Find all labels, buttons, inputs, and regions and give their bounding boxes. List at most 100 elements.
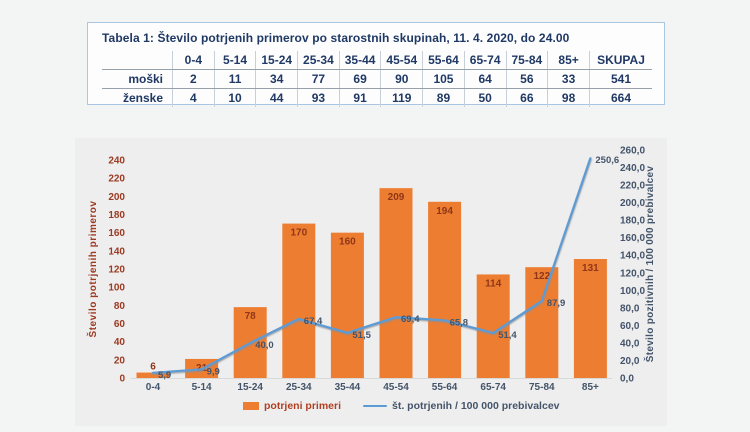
col-header: 0-4: [172, 51, 215, 70]
category-label: 65-74: [480, 382, 506, 393]
bar-label: 160: [339, 237, 356, 248]
left-axis-tick: 140: [108, 246, 125, 257]
col-header: 65-74: [463, 51, 506, 70]
line-label: 67,4: [304, 316, 323, 327]
left-axis-tick: 0: [119, 374, 125, 385]
combo-chart: 0 20 40 60 80 100 120 140 160 180 200 220 240 0,0 20,0…: [86, 146, 656, 394]
left-axis-title: Število potrjenih primerov: [86, 201, 99, 338]
category-label: 25-34: [286, 382, 312, 393]
table-row: ženske 4 10 44 93 91 119 89 50 66 98 664: [102, 88, 652, 107]
col-header: SKUPAJ: [589, 51, 652, 70]
col-header: 5-14: [213, 51, 256, 70]
table-cell: 90: [380, 69, 423, 89]
table-cell: 44: [255, 88, 298, 107]
table-cell: 34: [255, 69, 298, 89]
bar-25-34: [282, 223, 316, 378]
chart-card: 0 20 40 60 80 100 120 140 160 180 200 220 240 0,0 20,0…: [75, 138, 667, 426]
line-label: 250,6: [595, 155, 619, 166]
col-header: 35-44: [338, 51, 381, 70]
line-label: 69,4: [401, 314, 420, 325]
right-axis-tick: 40,0: [620, 338, 640, 349]
table-cell: 33: [547, 69, 590, 89]
bar-label: 78: [245, 311, 257, 322]
table-cell: 69: [338, 69, 381, 89]
row-label: moški: [102, 69, 173, 89]
bar-swatch-icon: [243, 402, 259, 410]
left-axis-tick: 160: [108, 228, 125, 239]
table-cell: 2: [172, 69, 215, 89]
table-row: moški 2 11 34 77 69 90 105 64 56 33 541: [102, 69, 652, 89]
table-cell: 11: [213, 69, 256, 89]
col-header: 25-34: [297, 51, 340, 70]
right-axis-title: Število pozitivnih / 100 000 prebivalcev: [643, 166, 656, 363]
table-cell: 119: [380, 88, 423, 107]
chart-legend: potrjeni primeri št. potrjenih / 100 000 …: [75, 396, 667, 416]
category-label: 45-54: [383, 382, 409, 393]
legend-item: št. potrjenih / 100 000 prebivalcev: [363, 396, 560, 416]
table-cell: 93: [297, 88, 340, 107]
right-axis-tick: 220,0: [620, 181, 645, 192]
right-axis-tick: 120,0: [620, 268, 645, 279]
category-label: 75-84: [529, 382, 555, 393]
right-axis-tick: 200,0: [620, 198, 645, 209]
table-cell: 98: [547, 88, 590, 107]
right-axis-tick: 20,0: [620, 356, 640, 367]
right-axis-tick: 240,0: [620, 163, 645, 174]
left-axis-tick: 240: [108, 156, 125, 167]
bar-label: 114: [485, 278, 502, 289]
left-axis-tick: 180: [108, 210, 125, 221]
legend-label: potrjeni primeri: [264, 400, 342, 412]
line-swatch-icon: [363, 404, 387, 408]
table-cell: 64: [463, 69, 506, 89]
table-cell: 56: [505, 69, 548, 89]
legend-item: potrjeni primeri: [243, 396, 341, 416]
line-label: 65,8: [450, 317, 469, 328]
right-axis-tick: 0,0: [620, 374, 634, 385]
rate-line: [151, 157, 592, 374]
left-axis-tick: 200: [108, 192, 125, 203]
category-label: 5-14: [192, 382, 212, 393]
right-axis-tick: 160,0: [620, 233, 645, 244]
table-cell: 105: [422, 69, 465, 89]
line-label: 51,5: [352, 330, 371, 341]
table-title: Tabela 1: Število potrjenih primerov po …: [102, 31, 570, 45]
line-label: 9,9: [207, 366, 220, 377]
bar-85+: [573, 259, 607, 378]
bar-55-64: [428, 201, 462, 378]
left-axis-tick: 220: [108, 174, 125, 185]
table-cell: 91: [338, 88, 381, 107]
left-axis-tick: 60: [114, 319, 126, 330]
cases-by-age-table: 0-4 5-14 15-24 25-34 35-44 45-54 55-64 65-74 75-…: [102, 51, 652, 107]
bar-0-4: [136, 372, 170, 378]
line-label: 5,9: [158, 370, 171, 381]
right-axis-tick: 260,0: [620, 146, 645, 157]
right-axis-tick: 140,0: [620, 251, 645, 262]
category-label: 15-24: [237, 382, 263, 393]
table-cell: 664: [589, 88, 652, 107]
col-header: 75-84: [505, 51, 548, 70]
row-label: ženske: [122, 91, 163, 105]
col-header: 55-64: [422, 51, 465, 70]
table-header: 0-4 5-14 15-24 25-34 35-44 45-54 55-64 65-74 75-…: [102, 51, 652, 70]
table-cell: 10: [213, 88, 256, 107]
bar-label: 122: [533, 271, 550, 282]
table-cell: 77: [297, 69, 340, 89]
summary-table-card: Tabela 1: Število potrjenih primerov po …: [87, 22, 665, 107]
table-cell: 50: [463, 88, 506, 107]
bar-label: 209: [388, 192, 405, 203]
line-label: 87,9: [547, 298, 566, 309]
legend-label: št. potrjenih / 100 000 prebivalcev: [392, 400, 560, 412]
right-axis-tick: 80,0: [620, 303, 640, 314]
col-header: 85+: [547, 51, 590, 70]
category-label: 85+: [582, 382, 599, 393]
bar-35-44: [330, 232, 364, 378]
line-label: 40,0: [255, 340, 274, 351]
bar-label: 194: [436, 206, 453, 217]
table-cell: 541: [589, 69, 652, 89]
table-cell: 66: [505, 88, 548, 107]
table-cell: 4: [172, 88, 215, 107]
bar-label: 6: [150, 362, 156, 373]
bar-label: 131: [582, 263, 599, 274]
category-label: 0-4: [146, 382, 161, 393]
bar-45-54: [379, 188, 413, 378]
